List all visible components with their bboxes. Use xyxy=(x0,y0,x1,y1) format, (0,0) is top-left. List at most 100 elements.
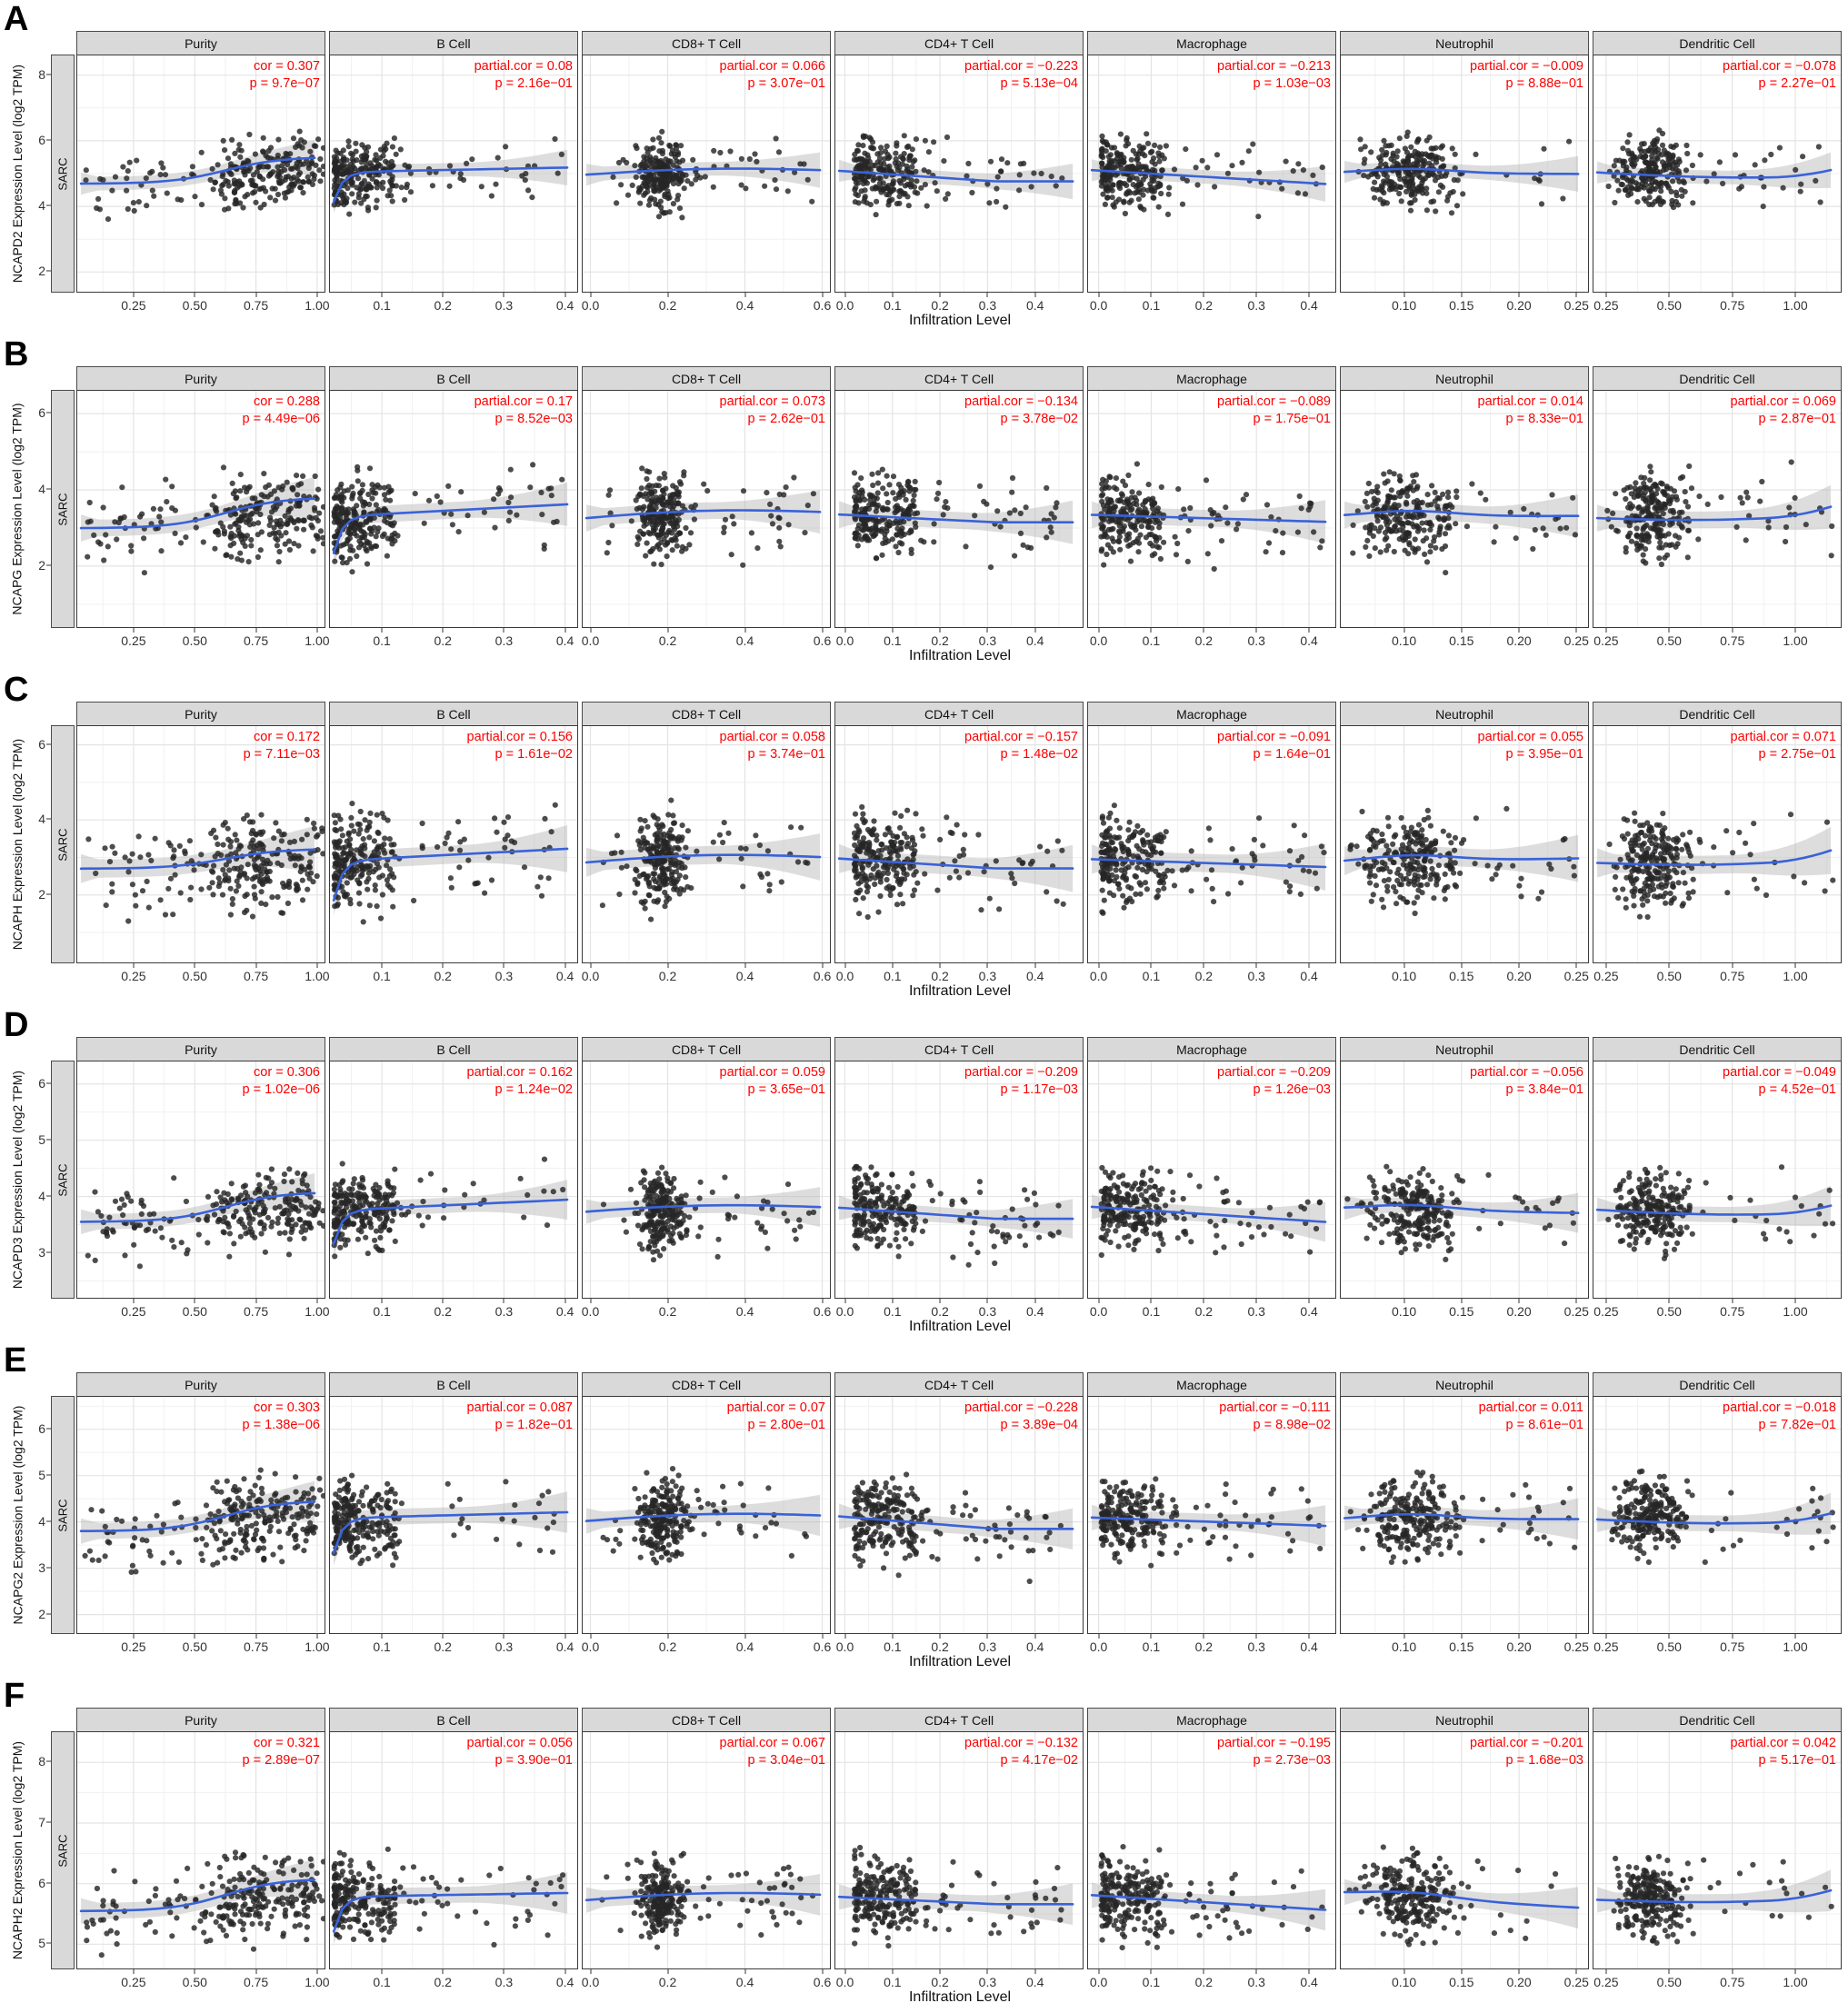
cohort-strip: SARC xyxy=(51,1396,75,1634)
x-tick-mark xyxy=(1794,1969,1796,1974)
facet-strip-label: Purity xyxy=(185,1712,217,1728)
facet-panel-purity: Purity cor = 0.307 p = 9.7e−07 0.25 0.50 0.75… xyxy=(76,31,330,314)
facet-strip-label: Purity xyxy=(185,1041,217,1057)
x-tick-label: 0.2 xyxy=(658,1639,677,1654)
scatter-plot-svg xyxy=(1593,726,1841,962)
facet-strip-label: B Cell xyxy=(436,1041,471,1057)
y-tick-mark xyxy=(46,1567,51,1569)
facet-panel-b-cell: B Cell partial.cor = 0.17 p = 8.52e−03 0.1 0… xyxy=(329,366,578,650)
loess-trend-line xyxy=(79,497,316,530)
y-tick-mark xyxy=(46,1251,51,1252)
x-tick-mark xyxy=(1575,628,1577,633)
confidence-ribbon xyxy=(586,833,821,881)
facet-panel-purity: Purity cor = 0.306 p = 1.02e−06 0.25 0.50 0.7… xyxy=(76,1037,330,1320)
x-tick-mark xyxy=(381,1299,383,1303)
data-points xyxy=(599,797,811,922)
x-tick-mark xyxy=(1308,293,1310,297)
x-tick-mark xyxy=(442,293,444,297)
x-tick-label: 0.0 xyxy=(835,969,854,983)
x-tick-label: 1.00 xyxy=(1783,1639,1808,1654)
x-tick-mark xyxy=(1668,1299,1670,1303)
gridlines xyxy=(583,391,830,627)
data-points xyxy=(1355,129,1573,216)
x-tick-label: 0.0 xyxy=(1089,298,1108,313)
facet-strip-header: CD4+ T Cell xyxy=(834,1037,1084,1061)
x-tick-label: 0.4 xyxy=(555,1975,574,1989)
panel-letter-B: B xyxy=(4,335,29,374)
confidence-ribbon xyxy=(334,1180,568,1257)
x-tick-mark xyxy=(1605,963,1607,968)
x-tick-label: 0.75 xyxy=(243,1304,269,1319)
facet-row-E: E NCAPG2 Expression Level (log2 TPM) 2 3 4 5 6… xyxy=(0,1341,1848,1677)
cohort-strip-label: SARC xyxy=(55,492,70,526)
loess-trend-line xyxy=(584,509,822,520)
x-tick-label: 0.1 xyxy=(884,1975,902,1989)
scatter-plot-svg xyxy=(835,1732,1083,1968)
panels-row: Purity cor = 0.307 p = 9.7e−07 0.25 0.50 0.75… xyxy=(76,31,1842,314)
scatter-plot-svg xyxy=(583,1061,830,1298)
scatter-panel: partial.cor = −0.228 p = 3.89e−04 xyxy=(834,1396,1084,1634)
x-tick-mark xyxy=(892,1299,894,1303)
facet-panel-b-cell: B Cell partial.cor = 0.08 p = 2.16e−01 0.1 0… xyxy=(329,31,578,314)
y-tick-label: 5 xyxy=(38,1467,45,1482)
x-tick-label: 0.75 xyxy=(1720,969,1745,983)
facet-strip-label: B Cell xyxy=(436,371,471,386)
y-axis-label-container: NCAPD3 Expression Level (log2 TPM) xyxy=(7,1061,27,1299)
x-tick-mark xyxy=(564,963,566,968)
facet-panel-purity: Purity cor = 0.288 p = 4.49e−06 0.25 0.50 0.7… xyxy=(76,366,330,650)
y-axis-label-container: NCAPD2 Expression Level (log2 TPM) xyxy=(7,55,27,293)
scatter-panel: partial.cor = −0.195 p = 2.73e−03 xyxy=(1087,1731,1336,1969)
y-tick-mark xyxy=(46,139,51,141)
x-tick-label: 0.50 xyxy=(182,298,207,313)
x-tick-label: 0.1 xyxy=(373,298,391,313)
x-tick-label: 0.25 xyxy=(121,633,146,648)
x-tick-mark xyxy=(1668,963,1670,968)
facet-panel-cd4-t-cell: CD4+ T Cell partial.cor = −0.157 p = 1.48e… xyxy=(834,702,1084,985)
loess-trend-line xyxy=(837,857,1074,870)
x-tick-mark xyxy=(1403,628,1405,633)
x-tick-mark xyxy=(1518,293,1520,297)
facet-strip-label: Neutrophil xyxy=(1435,371,1493,386)
x-tick-mark xyxy=(1403,1969,1405,1974)
facet-strip-header: CD8+ T Cell xyxy=(582,1372,831,1396)
loess-trend-line xyxy=(79,1500,316,1532)
y-tick-mark xyxy=(46,1760,51,1762)
y-tick-mark xyxy=(46,1882,51,1884)
x-tick-mark xyxy=(1518,1299,1520,1303)
x-tick-label: 0.25 xyxy=(1563,1975,1589,1989)
facet-strip-label: Purity xyxy=(185,371,217,386)
x-tick-label: 1.00 xyxy=(305,298,330,313)
facet-strip-label: B Cell xyxy=(436,35,471,51)
x-tick-label: 0.1 xyxy=(884,969,902,983)
gridlines xyxy=(835,1061,1083,1298)
x-axis-ticks: 0.0 0.2 0.4 0.6 xyxy=(582,1634,831,1656)
x-tick-label: 0.10 xyxy=(1391,633,1417,648)
facet-strip-label: B Cell xyxy=(436,706,471,722)
data-points xyxy=(600,1164,817,1263)
scatter-panel: partial.cor = −0.213 p = 1.03e−03 xyxy=(1087,55,1336,293)
x-tick-label: 0.15 xyxy=(1449,1975,1474,1989)
x-tick-label: 0.15 xyxy=(1449,969,1474,983)
x-tick-mark xyxy=(1098,1299,1100,1303)
x-tick-label: 0.10 xyxy=(1391,969,1417,983)
scatter-panel: partial.cor = 0.087 p = 1.82e−01 xyxy=(329,1396,578,1634)
data-points xyxy=(85,1166,325,1270)
facet-strip-label: Neutrophil xyxy=(1435,35,1493,51)
y-axis-ticks: 3 4 5 6 xyxy=(27,1061,51,1299)
y-axis-label-container: NCAPH Expression Level (log2 TPM) xyxy=(7,725,27,963)
loess-trend-line xyxy=(1343,167,1580,175)
facet-strip-header: CD8+ T Cell xyxy=(582,702,831,725)
scatter-plot-svg xyxy=(330,391,577,627)
x-tick-label: 0.2 xyxy=(1194,633,1214,648)
x-tick-label: 0.2 xyxy=(1194,298,1214,313)
x-tick-label: 0.75 xyxy=(243,633,269,648)
x-tick-label: 0.1 xyxy=(1142,1639,1161,1654)
x-tick-label: 0.2 xyxy=(658,969,677,983)
facet-strip-label: CD8+ T Cell xyxy=(671,371,742,386)
x-axis-ticks: 0.0 0.1 0.2 0.3 0.4 xyxy=(1087,1299,1336,1320)
y-tick-mark xyxy=(46,1139,51,1141)
facet-strip-header: CD8+ T Cell xyxy=(582,31,831,55)
facet-strip-label: CD8+ T Cell xyxy=(671,1712,742,1728)
x-axis-ticks: 0.10 0.15 0.20 0.25 xyxy=(1340,1634,1589,1656)
confidence-ribbon xyxy=(81,1173,315,1234)
